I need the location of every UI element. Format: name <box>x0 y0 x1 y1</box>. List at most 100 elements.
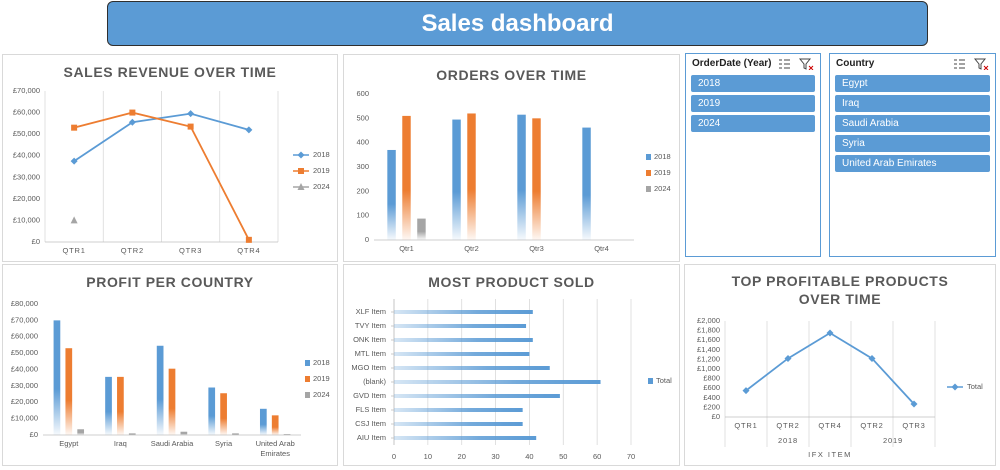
slicer: OrderDate (Year) 2018 2019 2024 <box>685 53 821 257</box>
bar <box>517 114 526 240</box>
point <box>784 354 792 362</box>
bar <box>271 415 279 435</box>
slicer-item[interactable]: Iraq <box>835 95 990 112</box>
bar <box>394 408 523 412</box>
x-tick-label: QTR3 <box>902 421 925 430</box>
y-tick-label: £30,000 <box>13 172 40 181</box>
y-tick-label: £10,000 <box>13 215 40 224</box>
y-tick-label: MGO Item <box>351 363 386 372</box>
legend-label: 2018 <box>654 152 671 161</box>
chart-panel: Total 0 10 20 30 40 50 60 70 XLF Item TVY Item ONK … <box>343 264 680 466</box>
bar <box>117 376 124 435</box>
y-tick-label: £70,000 <box>11 315 38 324</box>
bar <box>394 394 560 398</box>
x-tick-label: 40 <box>525 452 533 461</box>
x-tick-label: 70 <box>627 452 635 461</box>
legend-swatch <box>305 392 310 398</box>
slicer-item[interactable]: 2019 <box>691 95 815 112</box>
bar <box>156 345 164 435</box>
legend-label: 2018 <box>313 150 330 159</box>
bar <box>232 433 239 435</box>
y-tick-label: £1,400 <box>697 345 720 354</box>
y-tick-label: £400 <box>703 393 720 402</box>
x-tick-label: QTR1 <box>734 421 757 430</box>
legend-swatch <box>646 186 651 192</box>
y-tick-label: CSJ Item <box>355 419 386 428</box>
y-tick-label: £50,000 <box>11 348 38 357</box>
slicer-icons <box>954 58 989 70</box>
point <box>245 236 252 243</box>
x-tick-label: 50 <box>559 452 567 461</box>
x-tick-label: QTR2 <box>776 421 799 430</box>
legend-swatch <box>305 360 310 366</box>
bar <box>452 119 461 240</box>
x-tick-label: Qtr2 <box>464 244 479 253</box>
point <box>826 329 834 337</box>
y-tick-label: £0 <box>32 237 40 246</box>
bar <box>394 366 550 370</box>
y-tick-label: £70,000 <box>13 86 40 95</box>
x-tick-label: Egypt <box>59 439 79 448</box>
slicer-item[interactable]: Egypt <box>835 75 990 92</box>
y-tick-label: TVY Item <box>355 321 386 330</box>
bar <box>220 393 227 435</box>
y-tick-label: ONK Item <box>353 335 386 344</box>
y-tick-label: XLF Item <box>356 307 386 316</box>
bar <box>387 149 396 240</box>
point <box>71 124 78 131</box>
y-tick-label: £800 <box>703 374 720 383</box>
bar <box>532 118 541 240</box>
bar <box>394 436 537 440</box>
point <box>868 354 876 362</box>
bar <box>394 352 530 356</box>
bar <box>394 310 533 314</box>
slicer-item[interactable]: 2024 <box>691 115 815 132</box>
chart-panel: 2018 2019 2024 £0 £10,000 £20,000 £30,000 £40,0… <box>2 54 338 262</box>
legend-label: 2019 <box>654 168 671 177</box>
point <box>129 109 136 116</box>
bar <box>208 387 216 435</box>
chart: Total £0£200£400£600£800£1,000£1,200£1,40… <box>697 316 983 459</box>
x-tick-label: QTR1 <box>63 246 86 255</box>
x-tick-label: QTR4 <box>237 246 260 255</box>
legend-marker <box>297 183 305 190</box>
slicer-item[interactable]: Syria <box>835 135 990 152</box>
x-tick-label: QTR3 <box>179 246 202 255</box>
y-tick-label: GVD Item <box>353 391 386 400</box>
y-tick-label: 300 <box>356 162 369 171</box>
slicer-title: OrderDate (Year) <box>692 58 772 69</box>
chart-title: MOST PRODUCT SOLD <box>428 274 595 290</box>
legend-label: 2024 <box>313 182 330 191</box>
y-tick-label: £1,200 <box>697 354 720 363</box>
legend-label: 2024 <box>654 184 671 193</box>
legend-label: Total <box>967 382 983 391</box>
line <box>745 331 915 405</box>
x-tick-label: Qtr1 <box>399 244 414 253</box>
bar <box>259 408 267 435</box>
y-tick-label: £40,000 <box>11 364 38 373</box>
y-tick-label: £10,000 <box>11 414 38 423</box>
y-tick-label: 600 <box>356 89 369 98</box>
point <box>245 126 253 134</box>
slicer: Country Egypt Iraq Saudi Arabia Syria United… <box>829 53 996 257</box>
slicer-item[interactable]: United Arab Emirates <box>835 155 990 172</box>
slicer-item[interactable]: Saudi Arabia <box>835 115 990 132</box>
bar <box>402 115 411 240</box>
legend-label: 2018 <box>313 358 330 367</box>
x-axis-title: IFX ITEM <box>808 450 852 459</box>
line <box>73 111 250 241</box>
x-tick-label: 10 <box>424 452 432 461</box>
y-tick-label: £0 <box>30 430 38 439</box>
y-tick-label: £20,000 <box>13 194 40 203</box>
slicer-item[interactable]: 2018 <box>691 75 815 92</box>
chart-panel: 2018 2019 2024 £0 £10,000 £20,000 £30,000 £40,0… <box>2 264 338 466</box>
legend-label: 2024 <box>313 390 330 399</box>
y-tick-label: MTL Item <box>355 349 386 358</box>
y-tick-label: £60,000 <box>13 108 40 117</box>
y-tick-label: 200 <box>356 186 369 195</box>
chart-panel: 2018 2019 2024 0 100 200 300 400 500 600 Qtr1 Qtr2 Q… <box>343 54 680 262</box>
chart-title: ORDERS OVER TIME <box>436 67 587 83</box>
legend-swatch <box>305 376 310 382</box>
legend-label: 2019 <box>313 166 330 175</box>
